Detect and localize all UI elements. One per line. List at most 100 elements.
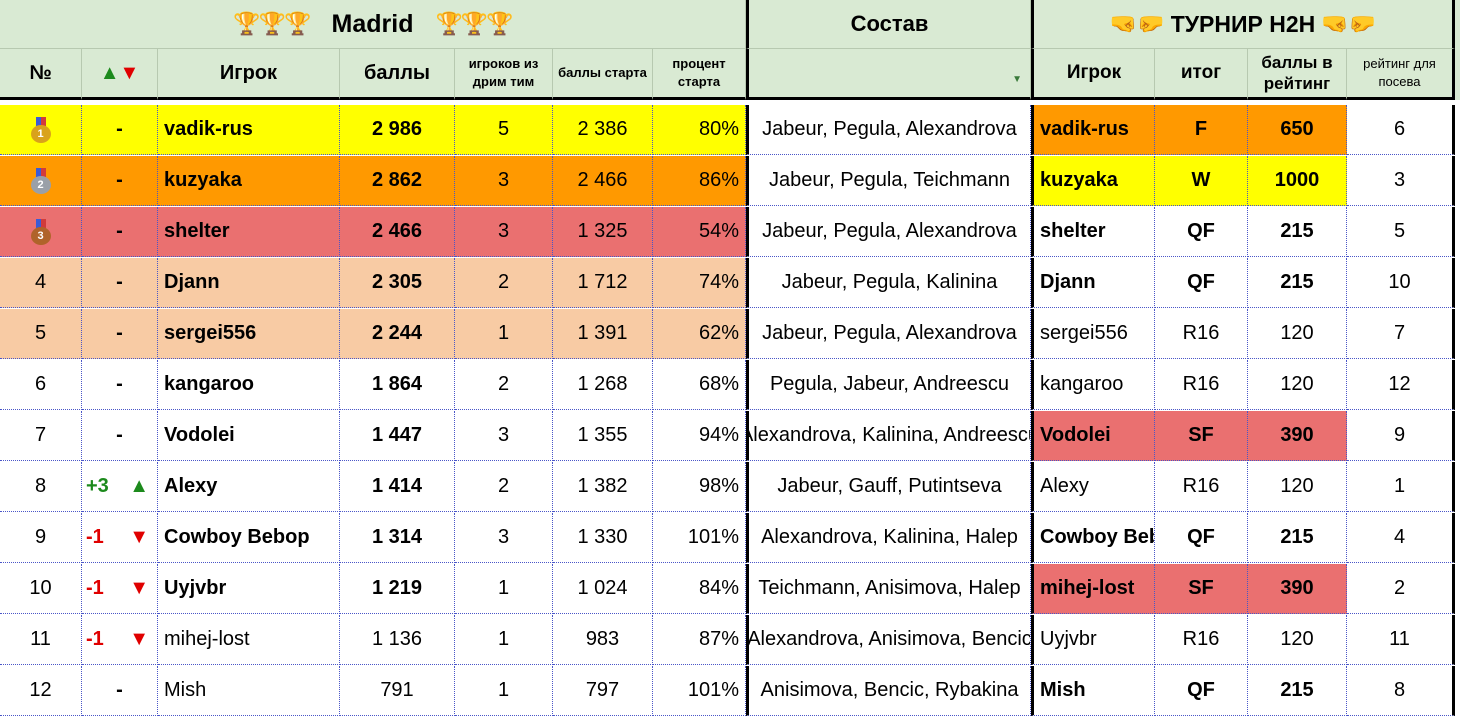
start-percent-cell[interactable]: 84% [653,564,746,614]
points-cell[interactable]: 2 862 [340,156,455,206]
start-percent-cell[interactable]: 68% [653,360,746,410]
lineup-cell[interactable]: Alexandrova, Kalinina, Halep [746,513,1031,563]
rating-points-cell[interactable]: 215 [1248,513,1347,563]
rating-points-cell[interactable]: 215 [1248,258,1347,308]
points-cell[interactable]: 791 [340,666,455,716]
start-points-cell[interactable]: 2 466 [553,156,653,206]
move-cell[interactable]: -1 ▼ [82,564,158,614]
rank-cell[interactable]: 3 [0,207,82,257]
points-cell[interactable]: 2 305 [340,258,455,308]
result-cell[interactable]: QF [1155,513,1248,563]
player-name[interactable]: Alexy [158,462,340,512]
player-name[interactable]: Mish [158,666,340,716]
rating-points-cell[interactable]: 120 [1248,360,1347,410]
col-header-move[interactable]: ▲ ▼ [82,48,158,100]
start-percent-cell[interactable]: 54% [653,207,746,257]
h2h-player-cell[interactable]: Vodolei [1031,411,1155,461]
rank-cell[interactable]: 12 [0,666,82,716]
start-percent-cell[interactable]: 101% [653,513,746,563]
h2h-player-cell[interactable]: Mish [1031,666,1155,716]
start-points-cell[interactable]: 1 268 [553,360,653,410]
dream-count-cell[interactable]: 2 [455,462,553,512]
seed-rating-cell[interactable]: 7 [1347,309,1455,359]
h2h-player-cell[interactable]: Cowboy Beb [1031,513,1155,563]
move-cell[interactable]: - [82,360,158,410]
dream-count-cell[interactable]: 2 [455,258,553,308]
rating-points-cell[interactable]: 215 [1248,666,1347,716]
seed-rating-cell[interactable]: 6 [1347,105,1455,155]
result-cell[interactable]: SF [1155,411,1248,461]
lineup-cell[interactable]: Alexandrova, Anisimova, Bencic [746,615,1031,665]
lineup-title[interactable]: Состав [746,0,1031,48]
lineup-cell[interactable]: Anisimova, Bencic, Rybakina [746,666,1031,716]
h2h-player-cell[interactable]: kangaroo [1031,360,1155,410]
points-cell[interactable]: 1 447 [340,411,455,461]
move-cell[interactable]: - [82,105,158,155]
move-cell[interactable]: - [82,309,158,359]
move-cell[interactable]: - [82,258,158,308]
h2h-player-cell[interactable]: Uyjvbr [1031,615,1155,665]
start-points-cell[interactable]: 1 712 [553,258,653,308]
dream-count-cell[interactable]: 1 [455,615,553,665]
result-cell[interactable]: QF [1155,258,1248,308]
dream-count-cell[interactable]: 3 [455,207,553,257]
col-header-seed-rating[interactable]: рейтинг для посева [1347,48,1455,100]
move-cell[interactable]: -1 ▼ [82,615,158,665]
rank-cell[interactable]: 10 [0,564,82,614]
move-cell[interactable]: - [82,207,158,257]
seed-rating-cell[interactable]: 8 [1347,666,1455,716]
h2h-player-cell[interactable]: Alexy [1031,462,1155,512]
points-cell[interactable]: 1 136 [340,615,455,665]
dropdown-chevron-icon[interactable]: ▼ [1012,74,1022,85]
col-header-h2h-player[interactable]: Игрок [1031,48,1155,100]
lineup-cell[interactable]: Jabeur, Pegula, Alexandrova [746,105,1031,155]
col-header-player[interactable]: Игрок [158,48,340,100]
h2h-player-cell[interactable]: Djann [1031,258,1155,308]
start-points-cell[interactable]: 1 355 [553,411,653,461]
lineup-cell[interactable]: Pegula, Jabeur, Andreescu [746,360,1031,410]
seed-rating-cell[interactable]: 9 [1347,411,1455,461]
rating-points-cell[interactable]: 120 [1248,615,1347,665]
result-cell[interactable]: QF [1155,666,1248,716]
result-cell[interactable]: R16 [1155,360,1248,410]
lineup-filter-cell[interactable]: ▼ [746,48,1031,100]
points-cell[interactable]: 2 466 [340,207,455,257]
dream-count-cell[interactable]: 1 [455,309,553,359]
col-header-points[interactable]: баллы [340,48,455,100]
lineup-cell[interactable]: Jabeur, Pegula, Alexandrova [746,309,1031,359]
seed-rating-cell[interactable]: 11 [1347,615,1455,665]
result-cell[interactable]: F [1155,105,1248,155]
start-percent-cell[interactable]: 94% [653,411,746,461]
rating-points-cell[interactable]: 390 [1248,564,1347,614]
h2h-player-cell[interactable]: mihej-lost [1031,564,1155,614]
points-cell[interactable]: 1 219 [340,564,455,614]
col-header-start-percent[interactable]: процент старта [653,48,746,100]
result-cell[interactable]: QF [1155,207,1248,257]
points-cell[interactable]: 1 414 [340,462,455,512]
player-name[interactable]: kangaroo [158,360,340,410]
rating-points-cell[interactable]: 120 [1248,309,1347,359]
dream-count-cell[interactable]: 3 [455,156,553,206]
move-cell[interactable]: -1 ▼ [82,513,158,563]
madrid-title-cell[interactable]: 🏆🏆🏆 Madrid 🏆🏆🏆 [0,0,746,48]
h2h-player-cell[interactable]: shelter [1031,207,1155,257]
points-cell[interactable]: 2 986 [340,105,455,155]
start-percent-cell[interactable]: 98% [653,462,746,512]
dream-count-cell[interactable]: 3 [455,513,553,563]
h2h-player-cell[interactable]: vadik-rus [1031,105,1155,155]
result-cell[interactable]: W [1155,156,1248,206]
rank-cell[interactable]: 9 [0,513,82,563]
h2h-player-cell[interactable]: sergei556 [1031,309,1155,359]
lineup-cell[interactable]: Alexandrova, Kalinina, Andreescu [746,411,1031,461]
start-percent-cell[interactable]: 62% [653,309,746,359]
result-cell[interactable]: R16 [1155,462,1248,512]
rank-cell[interactable]: 8 [0,462,82,512]
player-name[interactable]: mihej-lost [158,615,340,665]
dream-count-cell[interactable]: 1 [455,564,553,614]
player-name[interactable]: Uyjvbr [158,564,340,614]
col-header-rank[interactable]: № [0,48,82,100]
points-cell[interactable]: 1 864 [340,360,455,410]
rating-points-cell[interactable]: 390 [1248,411,1347,461]
seed-rating-cell[interactable]: 3 [1347,156,1455,206]
lineup-cell[interactable]: Jabeur, Gauff, Putintseva [746,462,1031,512]
